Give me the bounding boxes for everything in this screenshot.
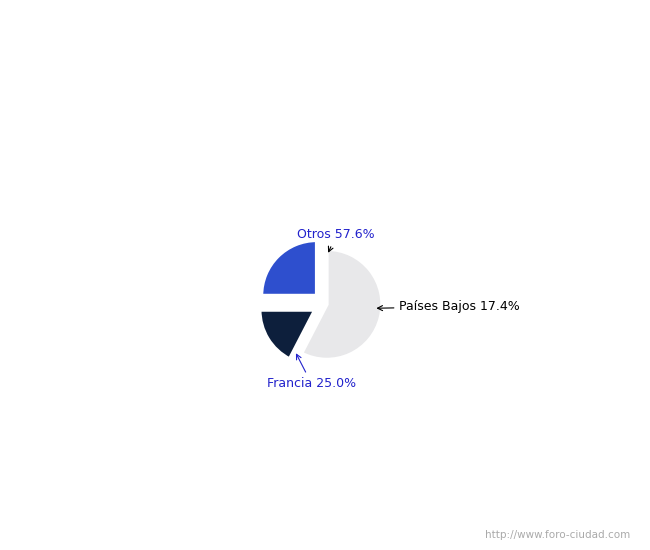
Text: Otros 57.6%: Otros 57.6% [298,228,375,252]
Text: Hinojosa del Duque - Turistas extranjeros según país - Agosto de 2024: Hinojosa del Duque - Turistas extranjero… [67,21,583,37]
Text: http://www.foro-ciudad.com: http://www.foro-ciudad.com [486,530,630,540]
Wedge shape [261,240,317,295]
Wedge shape [302,249,382,360]
Text: Francia 25.0%: Francia 25.0% [267,354,356,390]
Wedge shape [260,310,315,359]
Text: Países Bajos 17.4%: Países Bajos 17.4% [378,300,520,313]
